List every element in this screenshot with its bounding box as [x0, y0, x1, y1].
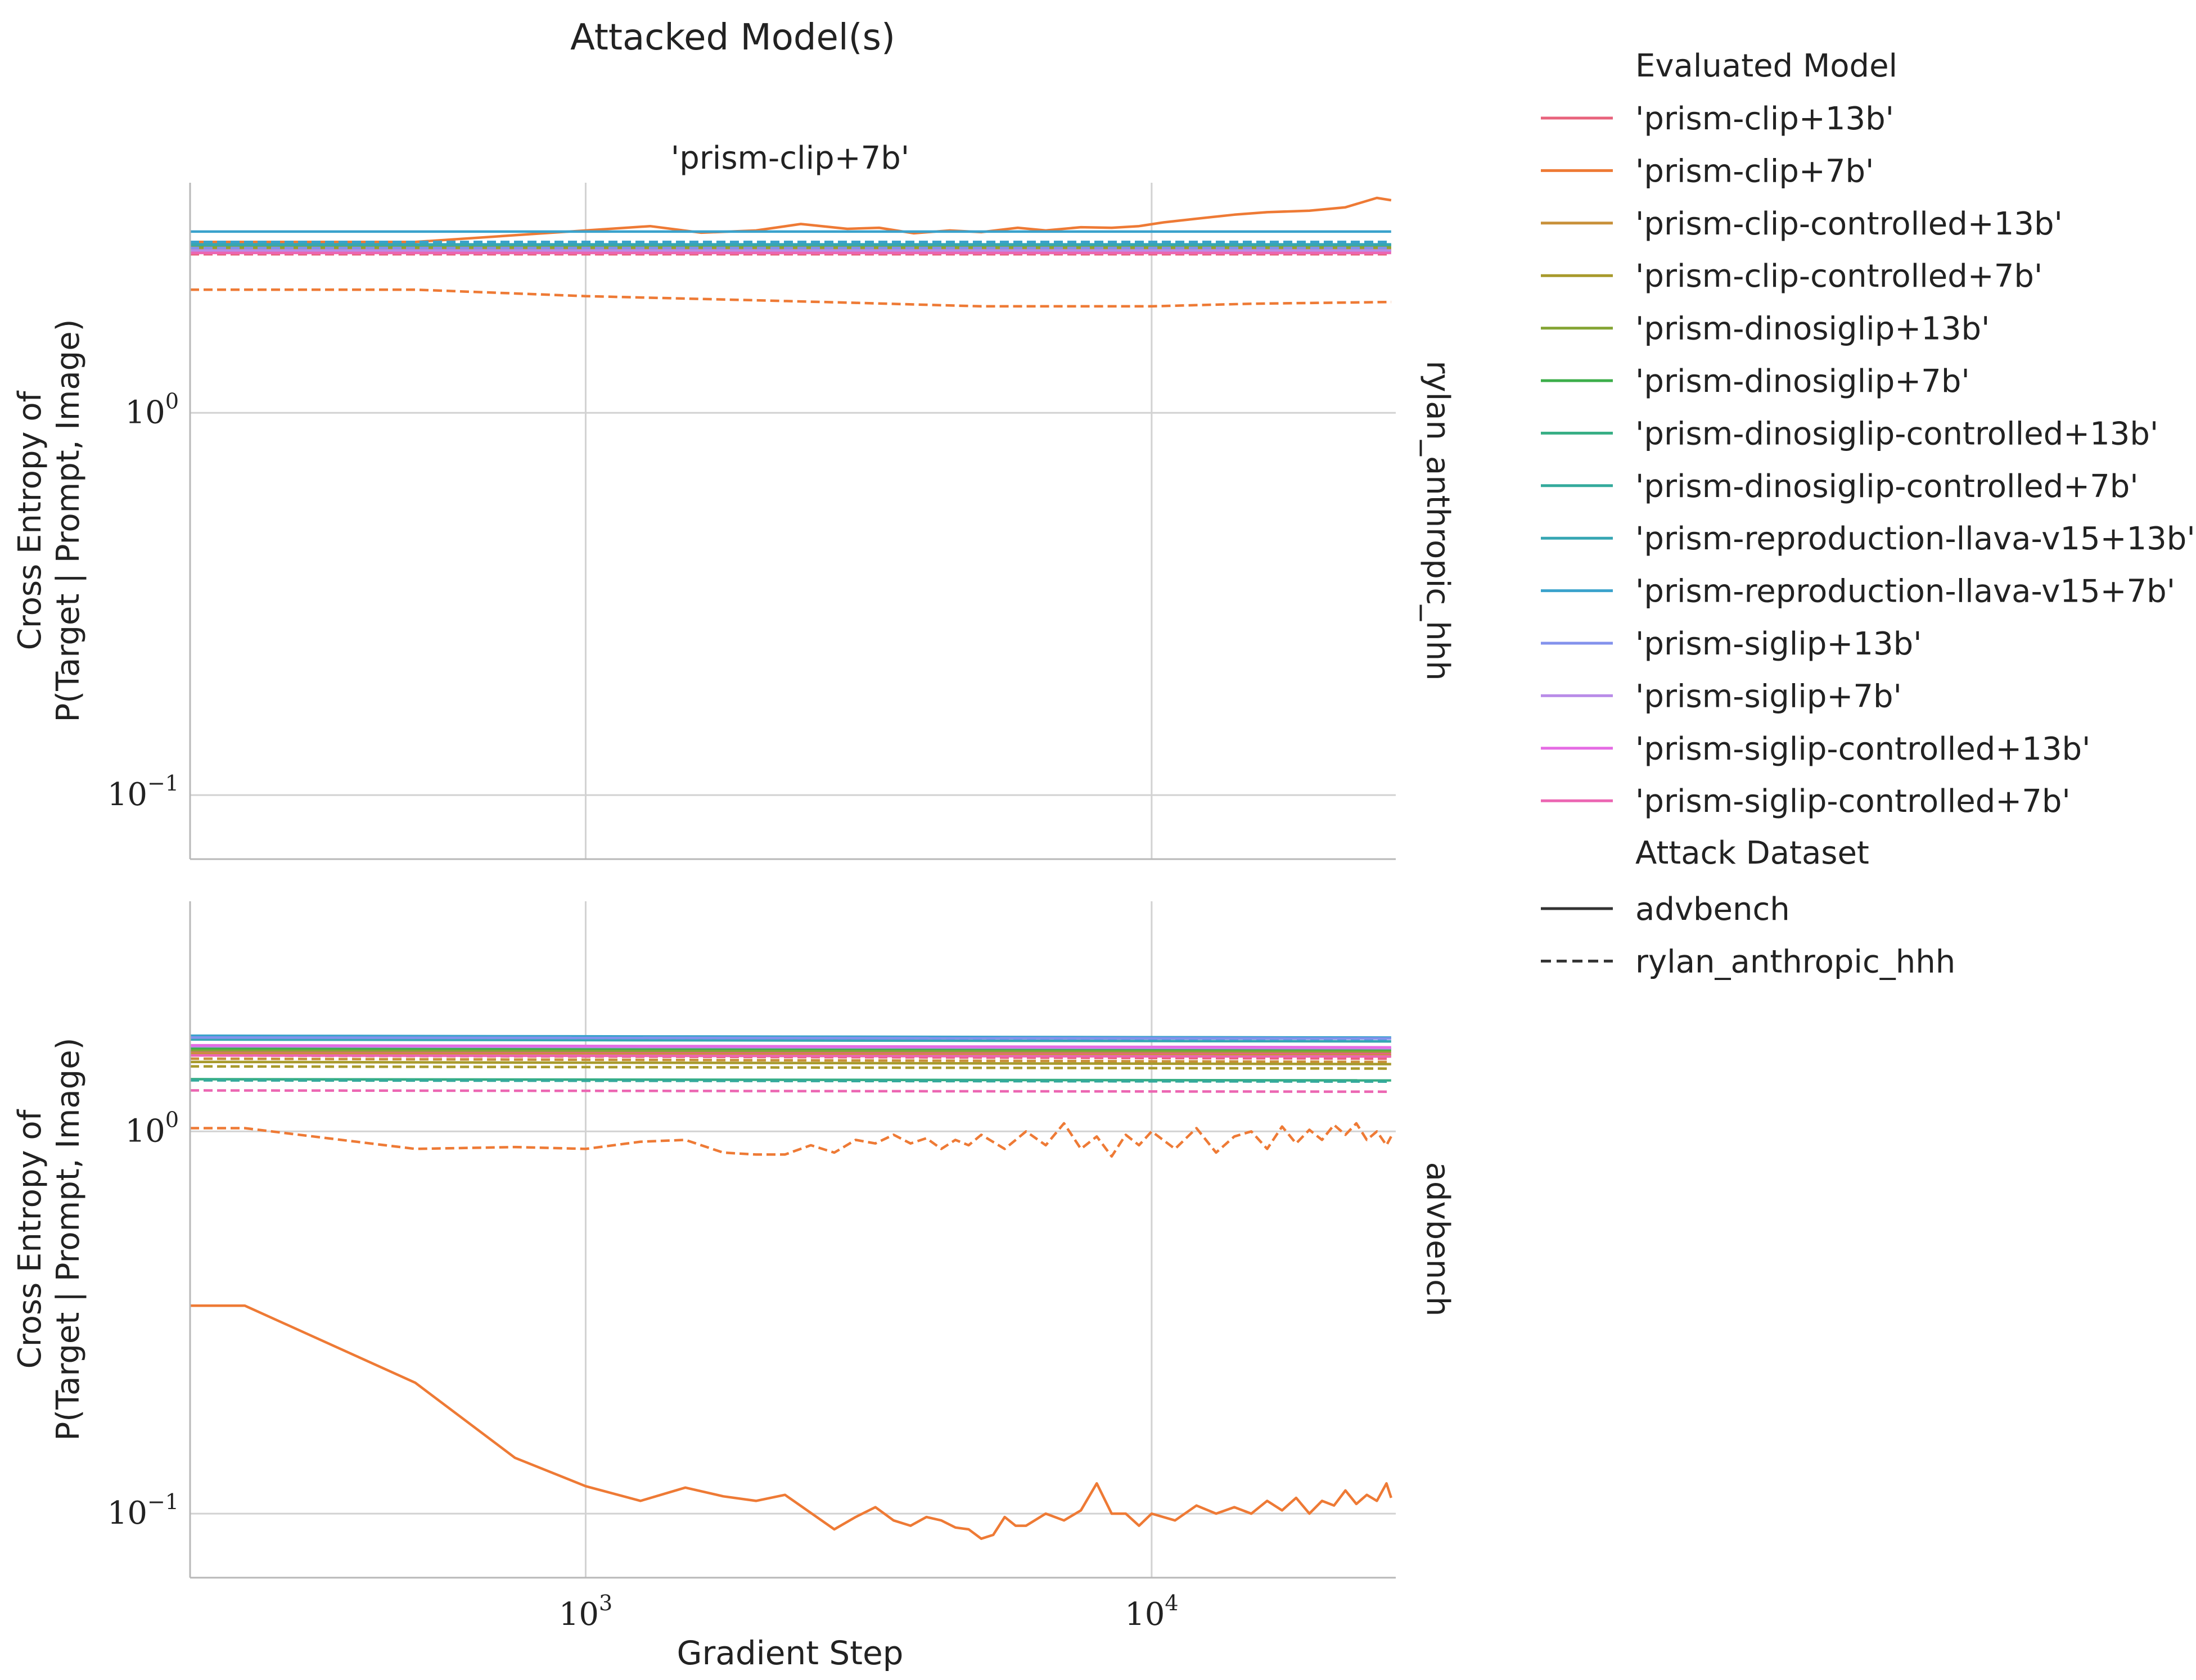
series-line-1-7 [190, 1065, 1391, 1070]
legend-model-label: 'prism-dinosiglip+13b' [1635, 311, 1990, 347]
legend-dataset-entries: advbench rylan_anthropic_hhh [1541, 891, 1955, 980]
legend-model-label: 'prism-siglip+7b' [1635, 678, 1902, 715]
column-title: 'prism-clip+7b' [671, 140, 909, 177]
series-line-1-6 [190, 1060, 1391, 1065]
series-line-1-19 [190, 1089, 1391, 1093]
legend-model-label: 'prism-clip+13b' [1635, 101, 1894, 137]
legend-model-label: 'prism-reproduction-llava-v15+13b' [1635, 521, 2195, 557]
panel-top-series [190, 196, 1392, 308]
y-tick-label: 10−1 [107, 1489, 179, 1532]
panel-bottom-series [190, 1034, 1392, 1540]
legend-model-label: 'prism-dinosiglip-controlled+7b' [1635, 468, 2139, 505]
row-label-bottom: advbench [1419, 1162, 1456, 1317]
legend-model-label: 'prism-clip-controlled+7b' [1635, 258, 2042, 295]
panel-top-ylabel-line1: Cross Entropy of [12, 390, 48, 650]
series-line-1-11 [190, 1079, 1391, 1083]
legend-title-models: Evaluated Model [1635, 48, 1897, 84]
legend-title-datasets: Attack Dataset [1635, 835, 1869, 871]
legend-model-label: 'prism-siglip+13b' [1635, 626, 1922, 662]
row-label-top: rylan_anthropic_hhh [1419, 360, 1456, 680]
legend-model-label: 'prism-siglip-controlled+7b' [1635, 783, 2071, 820]
series-line-0-1 [190, 288, 1391, 308]
series-line-1-12 [190, 1038, 1391, 1043]
series-line-1-1 [190, 1122, 1392, 1158]
x-axis-label: Gradient Step [677, 1634, 904, 1672]
legend-model-label: 'prism-reproduction-llava-v15+7b' [1635, 573, 2175, 610]
legend: Evaluated Model 'prism-clip+13b''prism-c… [1541, 48, 2195, 980]
panel-top-ylabel-line2: P(Target | Prompt, Image) [50, 319, 87, 722]
panel-bottom-grid [190, 901, 1396, 1578]
legend-model-label: 'prism-siglip-controlled+13b' [1635, 731, 2090, 767]
series-line-1-8 [190, 1049, 1391, 1053]
legend-dataset-label: advbench [1635, 891, 1790, 928]
figure-title: Attacked Model(s) [570, 17, 895, 58]
series-line-1-18 [190, 1054, 1391, 1058]
panel-bottom-ylabel-line1: Cross Entropy of [12, 1109, 48, 1369]
legend-model-label: 'prism-clip-controlled+13b' [1635, 206, 2063, 242]
legend-model-label: 'prism-clip+7b' [1635, 153, 1874, 189]
legend-model-entries: 'prism-clip+13b' 'prism-clip+7b' 'prism-cl… [1541, 101, 2195, 820]
series-line-1-5 [190, 1057, 1391, 1063]
legend-model-label: 'prism-dinosiglip+7b' [1635, 363, 1970, 400]
series-line-1-0 [190, 1304, 1392, 1540]
series-line-1-15 [190, 1036, 1391, 1040]
series-line-1-17 [190, 1044, 1391, 1049]
legend-dataset-label: rylan_anthropic_hhh [1635, 943, 1955, 980]
panel-bottom-ylabel-line2: P(Target | Prompt, Image) [50, 1037, 87, 1440]
legend-model-label: 'prism-dinosiglip-controlled+13b' [1635, 416, 2158, 452]
